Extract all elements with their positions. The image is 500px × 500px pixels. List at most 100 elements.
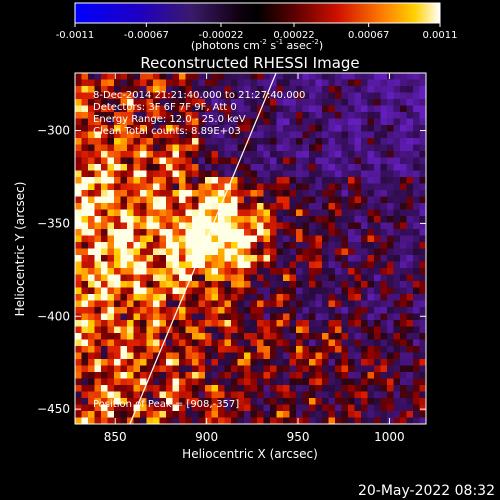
heatmap-cell xyxy=(289,281,297,289)
heatmap-cell xyxy=(198,261,206,269)
heatmap-cell xyxy=(328,411,336,419)
heatmap-cell xyxy=(75,92,83,100)
heatmap-cell xyxy=(133,274,141,282)
heatmap-cell xyxy=(153,339,161,347)
heatmap-cell xyxy=(374,261,382,269)
heatmap-cell xyxy=(354,307,362,315)
heatmap-cell xyxy=(231,326,239,334)
heatmap-cell xyxy=(309,235,317,243)
heatmap-cell xyxy=(127,157,135,165)
heatmap-cell xyxy=(406,333,414,341)
heatmap-cell xyxy=(179,222,187,230)
heatmap-cell xyxy=(276,216,284,224)
heatmap-cell xyxy=(374,209,382,217)
heatmap-cell xyxy=(309,203,317,211)
heatmap-cell xyxy=(380,320,388,328)
heatmap-cell xyxy=(88,268,96,276)
heatmap-cell xyxy=(289,300,297,308)
heatmap-cell xyxy=(244,92,252,100)
heatmap-cell xyxy=(406,307,414,315)
heatmap-cell xyxy=(250,235,258,243)
heatmap-cell xyxy=(257,183,265,191)
heatmap-cell xyxy=(257,352,265,360)
heatmap-cell xyxy=(367,294,375,302)
heatmap-cell xyxy=(380,404,388,412)
heatmap-cell xyxy=(393,196,401,204)
heatmap-cell xyxy=(75,125,83,133)
heatmap-cell xyxy=(94,352,102,360)
heatmap-cell xyxy=(140,222,148,230)
heatmap-cell xyxy=(413,131,421,139)
heatmap-cell xyxy=(393,105,401,113)
heatmap-cell xyxy=(302,339,310,347)
heatmap-cell xyxy=(133,268,141,276)
heatmap-cell xyxy=(94,339,102,347)
heatmap-cell xyxy=(166,378,174,386)
heatmap-cell xyxy=(257,346,265,354)
heatmap-cell xyxy=(88,222,96,230)
heatmap-cell xyxy=(88,281,96,289)
heatmap-cell xyxy=(107,372,115,380)
heatmap-cell xyxy=(328,131,336,139)
heatmap-cell xyxy=(127,352,135,360)
heatmap-cell xyxy=(257,255,265,263)
heatmap-cell xyxy=(88,398,96,406)
heatmap-cell xyxy=(94,196,102,204)
heatmap-cell xyxy=(231,268,239,276)
heatmap-cell xyxy=(120,216,128,224)
heatmap-cell xyxy=(244,378,252,386)
heatmap-cell xyxy=(237,196,245,204)
heatmap-cell xyxy=(257,209,265,217)
heatmap-cell xyxy=(348,183,356,191)
heatmap-cell xyxy=(114,92,122,100)
heatmap-cell xyxy=(348,320,356,328)
x-tick-label: 850 xyxy=(104,430,127,444)
heatmap-cell xyxy=(185,255,193,263)
heatmap-cell xyxy=(263,248,271,256)
heatmap-cell xyxy=(296,333,304,341)
heatmap-cell xyxy=(374,320,382,328)
heatmap-cell xyxy=(166,209,174,217)
heatmap-cell xyxy=(88,255,96,263)
heatmap-cell xyxy=(146,235,154,243)
heatmap-cell xyxy=(192,242,200,250)
heatmap-cell xyxy=(153,359,161,367)
heatmap-cell xyxy=(211,157,219,165)
heatmap-cell xyxy=(309,164,317,172)
heatmap-cell xyxy=(127,164,135,172)
heatmap-cell xyxy=(315,99,323,107)
heatmap-cell xyxy=(400,216,408,224)
heatmap-cell xyxy=(419,294,426,302)
heatmap-cell xyxy=(107,216,115,224)
heatmap-cell xyxy=(237,417,245,424)
heatmap-cell xyxy=(198,294,206,302)
heatmap-cell xyxy=(244,190,252,198)
heatmap-cell xyxy=(244,73,252,81)
heatmap-cell xyxy=(263,404,271,412)
heatmap-cell xyxy=(94,300,102,308)
heatmap-cell xyxy=(159,365,167,373)
heatmap-cell xyxy=(120,112,128,120)
heatmap-cell xyxy=(237,86,245,94)
heatmap-cell xyxy=(94,203,102,211)
heatmap-cell xyxy=(107,404,115,412)
heatmap-cell xyxy=(380,274,388,282)
heatmap-cell xyxy=(107,183,115,191)
heatmap-cell xyxy=(237,294,245,302)
heatmap-cell xyxy=(315,385,323,393)
heatmap-cell xyxy=(94,346,102,354)
heatmap-cell xyxy=(374,92,382,100)
heatmap-cell xyxy=(315,151,323,159)
heatmap-cell xyxy=(263,216,271,224)
heatmap-cell xyxy=(192,294,200,302)
heatmap-cell xyxy=(140,268,148,276)
heatmap-cell xyxy=(237,326,245,334)
heatmap-cell xyxy=(146,170,154,178)
heatmap-cell xyxy=(400,177,408,185)
heatmap-cell xyxy=(309,229,317,237)
heatmap-cell xyxy=(322,118,330,126)
heatmap-cell xyxy=(127,268,135,276)
heatmap-cell xyxy=(322,144,330,152)
heatmap-cell xyxy=(296,79,304,87)
heatmap-cell xyxy=(120,170,128,178)
